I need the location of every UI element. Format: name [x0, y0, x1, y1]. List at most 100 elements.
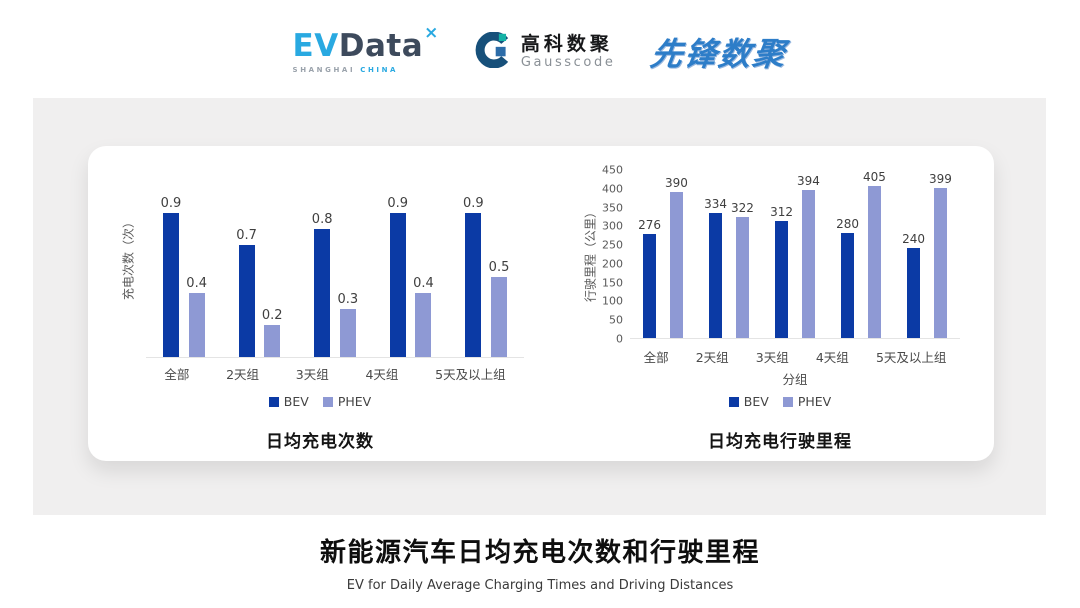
chart-title-left: 日均充电次数 — [266, 432, 374, 452]
bev-swatch-icon — [728, 396, 739, 407]
bev-swatch-icon — [268, 396, 279, 407]
phev-bar-column: 0.4 — [186, 277, 207, 357]
bar-value-label: 312 — [770, 204, 793, 219]
phev-bar — [735, 217, 749, 338]
y-tick-label: 100 — [602, 294, 623, 308]
y-tick-label: 450 — [602, 163, 623, 177]
phev-bar — [933, 188, 947, 338]
category-label: 4天组 — [815, 350, 849, 365]
bar-value-label: 322 — [731, 201, 754, 216]
phev-bar-column: 405 — [863, 171, 886, 338]
phev-bar — [415, 293, 432, 357]
phev-bar-column: 399 — [929, 173, 952, 338]
y-tick-label: 50 — [609, 313, 623, 327]
bev-bar-column: 0.7 — [236, 229, 257, 357]
bar-value-label: 0.4 — [186, 276, 207, 291]
evdata-sparkle-icon: × — [424, 22, 439, 43]
bar-value-label: 394 — [797, 174, 820, 188]
bev-bar-column: 312 — [770, 206, 793, 338]
legend-item-phev: PHEV — [322, 394, 371, 409]
header-logos: EV Data × SHANGHAI CHINA 高科数聚 Gausscode 先锋… — [0, 16, 1080, 88]
category-label: 2天组 — [695, 350, 729, 365]
category-label: 全部 — [164, 367, 190, 382]
legend-right: BEV PHEV — [580, 394, 980, 409]
bar-group-5: 0.9 0.5 — [463, 197, 509, 357]
bar-value-label: 405 — [863, 169, 886, 184]
legend-label: PHEV — [797, 394, 832, 409]
plot-area: 0.9 0.4 0.7 0.2 0.8 0.3 0.9 0.4 0.9 0.5 — [146, 158, 524, 358]
category-label: 4天组 — [365, 367, 399, 382]
bev-bar-column: 0.9 — [463, 197, 484, 357]
bev-bar-column: 240 — [902, 233, 925, 338]
bar-group-4: 0.9 0.4 — [387, 197, 434, 357]
bev-bar — [643, 234, 657, 338]
main-title: 新能源汽车日均充电次数和行驶里程 — [319, 538, 760, 568]
category-label: 5天及以上组 — [435, 367, 506, 382]
category-label: 全部 — [643, 350, 669, 365]
y-axis-ticks: 0 50 100 150 200 250 300 350 400 450 — [598, 165, 623, 345]
bar-group-2: 0.7 0.2 — [236, 229, 283, 357]
pioneer-logo: 先锋数聚 — [648, 35, 790, 73]
category-label: 5天及以上组 — [875, 350, 947, 365]
gausscode-logo: 高科数聚 Gausscode — [475, 31, 616, 72]
bar-group-1: 0.9 0.4 — [161, 197, 207, 357]
main-subtitle: EV for Daily Average Charging Times and … — [346, 578, 734, 593]
bar-value-label: 0.2 — [261, 308, 283, 323]
y-tick-label: 300 — [602, 219, 623, 233]
phev-bar — [188, 293, 205, 357]
bev-bar — [162, 213, 179, 357]
bar-value-label: 0.5 — [488, 260, 510, 275]
footer: 新能源汽车日均充电次数和行驶里程 EV for Daily Average Ch… — [0, 532, 1080, 593]
y-tick-label: 150 — [602, 276, 623, 290]
evdata-shanghai-text: SHANGHAI — [292, 65, 356, 74]
y-tick-label: 200 — [602, 257, 623, 271]
evdata-subtitle: SHANGHAI CHINA — [293, 66, 399, 74]
bar-value-label: 0.9 — [160, 196, 182, 211]
evdata-logo: EV Data × SHANGHAI CHINA — [292, 24, 439, 74]
phev-bar — [867, 185, 881, 338]
bar-value-label: 0.9 — [462, 196, 484, 211]
bar-group-4: 280 405 — [836, 171, 886, 338]
phev-bar-column: 0.5 — [488, 260, 510, 357]
plot-area: 276 390 334 322 312 394 280 405 240 399 — [630, 170, 960, 339]
gausscode-text: 高科数聚 Gausscode — [520, 32, 616, 71]
bar-value-label: 399 — [929, 172, 952, 187]
chart-title-right: 日均充电行驶里程 — [708, 432, 852, 452]
bar-group-3: 0.8 0.3 — [312, 213, 358, 357]
phev-bar — [339, 309, 356, 357]
bar-group-5: 240 399 — [902, 173, 952, 338]
bev-bar-column: 280 — [836, 218, 859, 338]
y-axis-label: 充电次数（次） — [121, 215, 136, 301]
bar-group-3: 312 394 — [770, 175, 820, 338]
bev-bar — [238, 245, 255, 357]
phev-bar — [801, 190, 815, 338]
y-tick-label: 0 — [616, 332, 623, 346]
bar-value-label: 0.9 — [387, 196, 409, 211]
x-axis-label: 分组 — [782, 372, 808, 387]
legend-label: BEV — [743, 394, 769, 409]
phev-bar-column: 390 — [665, 177, 688, 338]
phev-bar — [669, 191, 683, 338]
phev-bar-column: 322 — [731, 202, 754, 338]
bev-bar — [775, 220, 789, 338]
bev-bar — [465, 213, 482, 357]
bar-value-label: 334 — [704, 196, 727, 211]
gausscode-cn-name: 高科数聚 — [520, 32, 613, 55]
legend-item-phev: PHEV — [782, 394, 832, 409]
bar-value-label: 276 — [638, 218, 661, 233]
x-axis-categories: 全部 2天组 3天组 4天组 5天及以上组 — [146, 364, 524, 383]
bar-value-label: 0.8 — [311, 212, 333, 227]
gausscode-g-icon — [475, 31, 511, 72]
y-tick-label: 250 — [602, 238, 623, 252]
bev-bar — [907, 247, 921, 338]
legend-item-bev: BEV — [268, 394, 309, 409]
evdata-ev-text: EV — [292, 27, 339, 64]
phev-bar-column: 0.2 — [262, 309, 283, 357]
x-axis-categories: 全部 2天组 3天组 4天组 5天及以上组 — [630, 347, 960, 366]
phev-swatch-icon — [782, 396, 793, 407]
legend-item-bev: BEV — [728, 394, 769, 409]
bev-bar-column: 276 — [638, 219, 661, 338]
y-tick-label: 350 — [602, 201, 623, 214]
legend-left: BEV PHEV — [108, 394, 532, 409]
bev-bar-column: 0.9 — [387, 197, 408, 357]
